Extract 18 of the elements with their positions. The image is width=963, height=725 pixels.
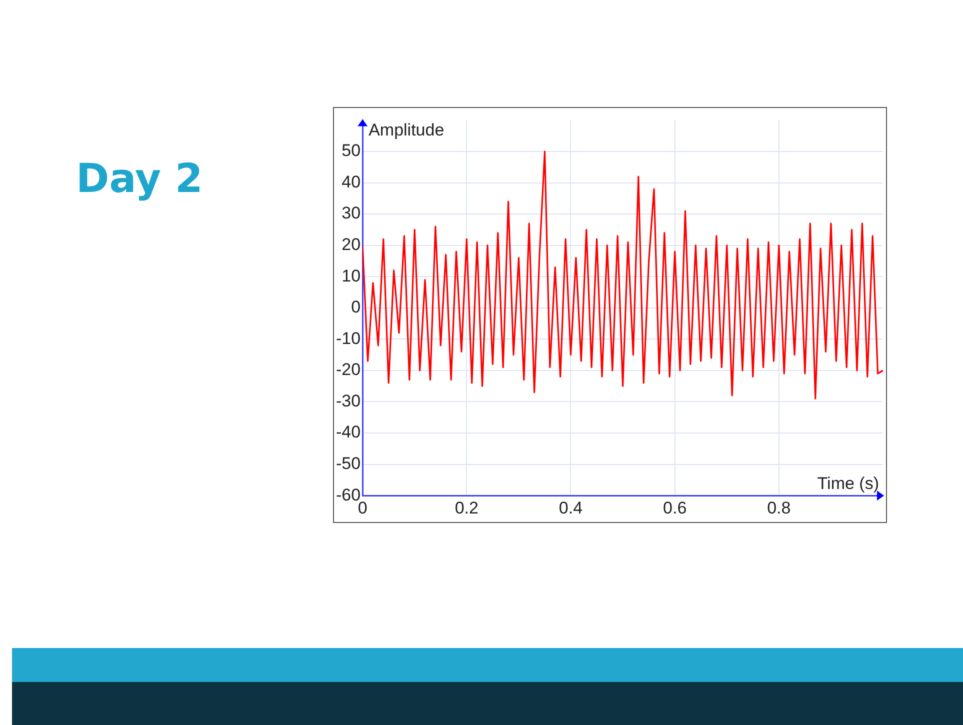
text: Day 2 [76, 156, 203, 202]
y-tick-label: -50 [336, 454, 361, 474]
y-tick-label: 0 [351, 298, 361, 317]
x-tick-label: 0.8 [767, 498, 791, 518]
y-tick-label: 30 [342, 204, 361, 223]
x-axis-title: Time (s) [817, 474, 879, 493]
y-tick-label: -30 [336, 391, 361, 410]
y-axis-title: Amplitude [368, 120, 444, 140]
y-tick-label: 40 [342, 172, 361, 192]
y-tick-label: -40 [336, 422, 361, 442]
y-tick-label: 10 [342, 266, 361, 286]
x-tick-label: 0.4 [558, 498, 583, 518]
y-tick-label: -10 [336, 328, 361, 348]
y-tick-label: -20 [336, 360, 361, 380]
x-tick-label: 0.6 [663, 498, 687, 518]
y-tick-label: 20 [342, 235, 361, 254]
x-tick-label: 0.2 [454, 498, 478, 518]
y-tick-label: 50 [342, 141, 361, 160]
